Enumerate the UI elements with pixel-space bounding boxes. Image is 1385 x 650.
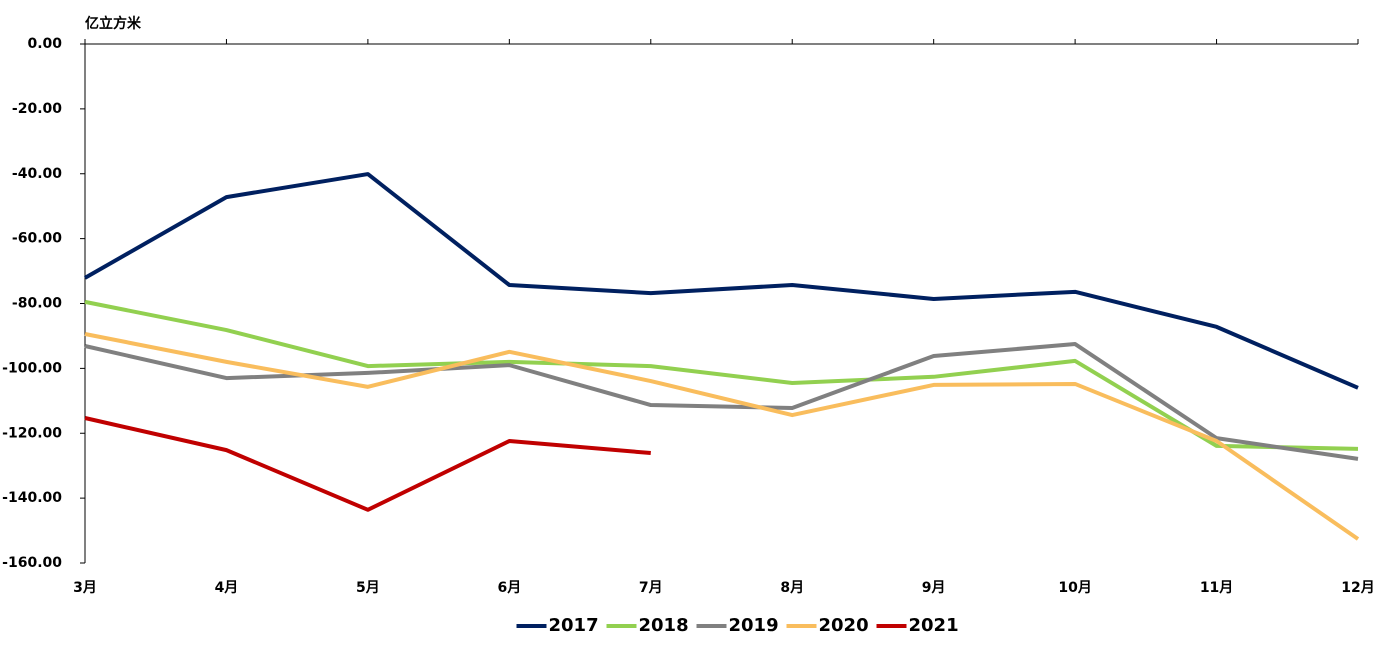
series-line: [84, 172, 1359, 390]
legend-label: 2018: [639, 615, 689, 636]
x-tick-label: 8月: [780, 580, 804, 596]
y-tick-label: -40.00: [12, 166, 62, 182]
y-tick-label: -60.00: [12, 231, 62, 247]
x-tick-label: 5月: [356, 580, 380, 596]
y-tick-label: -100.00: [2, 360, 62, 376]
series-line: [84, 342, 1359, 461]
series-line: [84, 416, 651, 512]
y-tick-label: 0.00: [27, 36, 62, 52]
series-line: [84, 332, 1360, 541]
legend-label: 2021: [909, 615, 959, 636]
x-tick-label: 10月: [1058, 580, 1091, 596]
x-tick-label: 3月: [73, 580, 97, 596]
legend-label: 2020: [819, 615, 869, 636]
y-tick-label: -120.00: [2, 425, 62, 441]
x-tick-label: 7月: [639, 580, 663, 596]
x-tick-label: 12月: [1341, 580, 1374, 596]
x-tick-label: 11月: [1200, 580, 1233, 596]
legend-label: 2017: [549, 615, 599, 636]
legend-label: 2019: [729, 615, 779, 636]
y-tick-label: -160.00: [2, 555, 62, 571]
x-tick-label: 4月: [215, 580, 239, 596]
y-axis-label: 亿立方米: [85, 15, 142, 32]
y-tick-label: -20.00: [12, 101, 62, 117]
y-tick-label: -80.00: [12, 296, 62, 312]
x-tick-label: 6月: [497, 580, 521, 596]
x-tick-label: 9月: [922, 580, 946, 596]
series-line: [84, 299, 1359, 451]
y-tick-label: -140.00: [2, 490, 62, 506]
